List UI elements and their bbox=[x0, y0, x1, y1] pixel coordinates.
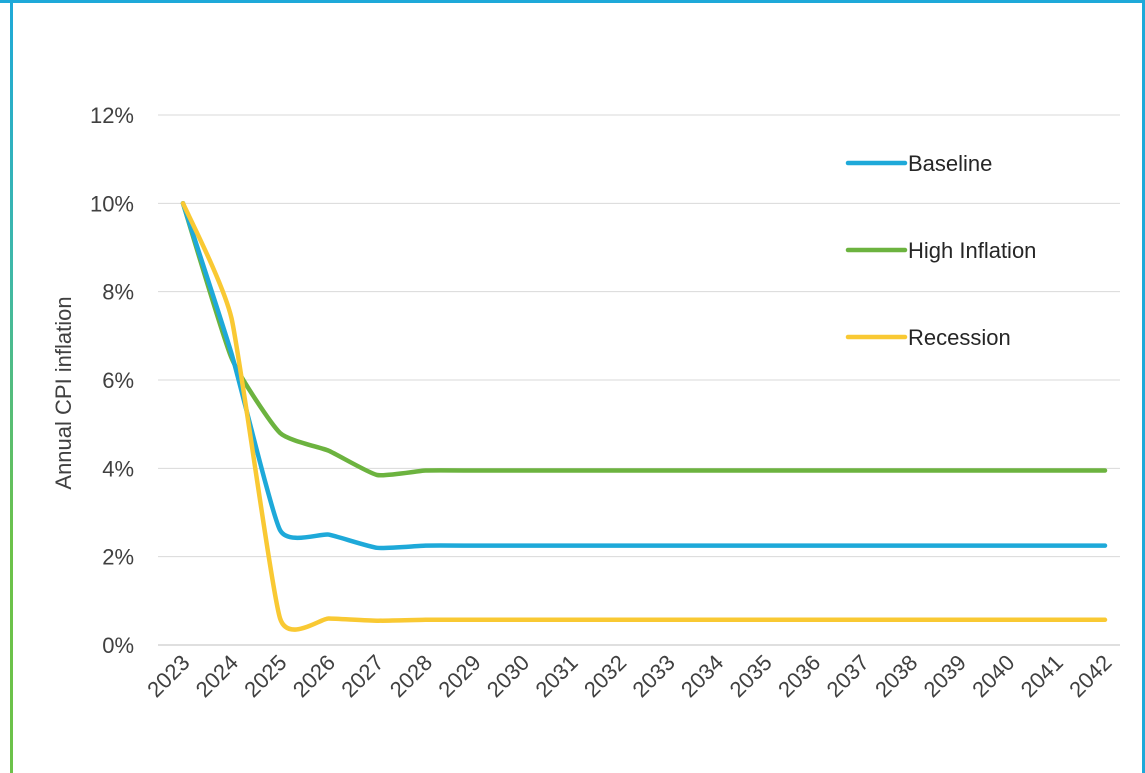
legend-label-recession: Recession bbox=[908, 325, 1011, 350]
x-tick-label: 2035 bbox=[725, 650, 777, 702]
y-tick-label: 6% bbox=[102, 368, 134, 393]
x-tick-label: 2026 bbox=[288, 650, 340, 702]
series-lines bbox=[180, 201, 1108, 632]
x-tick-label: 2027 bbox=[336, 650, 388, 702]
series-line-baseline bbox=[180, 201, 1108, 551]
legend-label-baseline: Baseline bbox=[908, 151, 992, 176]
x-tick-label: 2032 bbox=[579, 650, 631, 702]
frame-left-border bbox=[10, 0, 13, 773]
gridlines bbox=[158, 114, 1120, 646]
y-tick-label: 0% bbox=[102, 633, 134, 658]
x-tick-label: 2038 bbox=[870, 650, 922, 702]
series-line-high-inflation bbox=[180, 201, 1108, 478]
x-tick-label: 2031 bbox=[530, 650, 582, 702]
series-line-recession bbox=[180, 201, 1108, 632]
x-tick-label: 2033 bbox=[628, 650, 680, 702]
x-tick-label: 2023 bbox=[142, 650, 194, 702]
y-tick-label: 2% bbox=[102, 545, 134, 570]
x-tick-label: 2025 bbox=[239, 650, 291, 702]
y-tick-label: 12% bbox=[90, 103, 134, 128]
x-tick-label: 2037 bbox=[822, 650, 874, 702]
x-tick-label: 2030 bbox=[482, 650, 534, 702]
frame-top-border bbox=[0, 0, 1145, 3]
y-tick-label: 4% bbox=[102, 456, 134, 481]
y-axis-title: Annual CPI inflation bbox=[51, 296, 76, 489]
x-tick-label: 2029 bbox=[433, 650, 485, 702]
legend-label-high-inflation: High Inflation bbox=[908, 238, 1036, 263]
y-tick-label: 8% bbox=[102, 280, 134, 305]
x-tick-label: 2040 bbox=[967, 650, 1019, 702]
y-axis-ticks: 0% 2% 4% 6% 8% 10% 12% bbox=[90, 103, 134, 658]
frame-right-border bbox=[1142, 0, 1145, 773]
y-tick-label: 10% bbox=[90, 191, 134, 216]
x-tick-label: 2024 bbox=[191, 650, 243, 702]
x-tick-label: 2034 bbox=[676, 650, 728, 702]
x-tick-label: 2036 bbox=[773, 650, 825, 702]
x-axis-ticks: 2023202420252026202720282029203020312032… bbox=[142, 650, 1116, 702]
x-tick-label: 2041 bbox=[1016, 650, 1068, 702]
legend: Baseline High Inflation Recession bbox=[845, 151, 1036, 350]
x-tick-label: 2028 bbox=[385, 650, 437, 702]
x-tick-label: 2039 bbox=[919, 650, 971, 702]
x-tick-label: 2042 bbox=[1064, 650, 1116, 702]
